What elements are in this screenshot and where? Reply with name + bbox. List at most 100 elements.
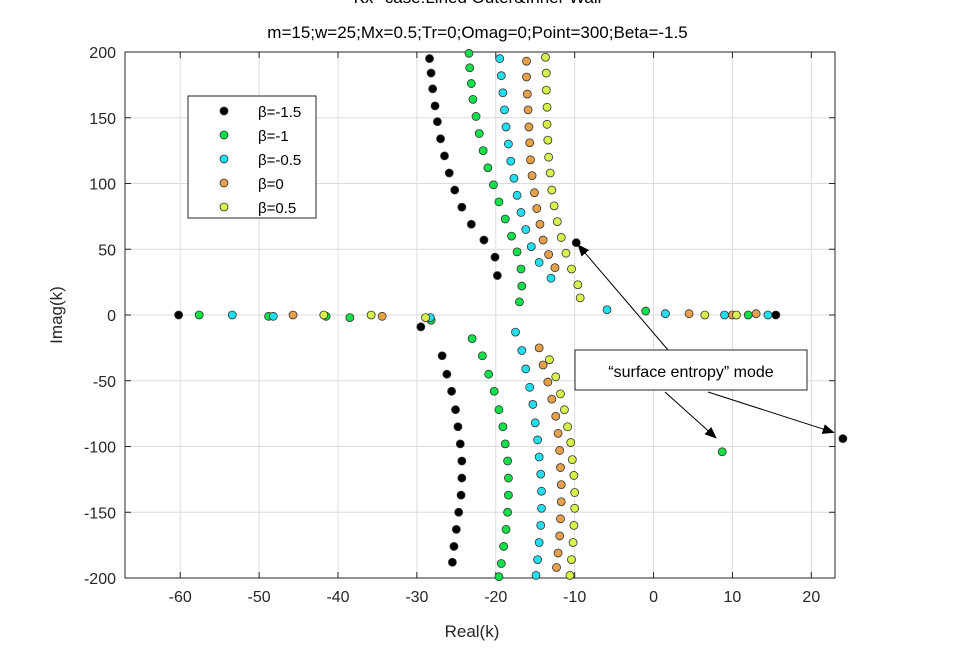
y-tick-label: 0 — [107, 308, 116, 325]
y-tick-label: 200 — [89, 45, 116, 62]
data-point — [556, 480, 566, 490]
data-point — [563, 422, 572, 432]
data-point — [555, 531, 565, 541]
data-point — [345, 313, 355, 323]
data-point — [465, 63, 475, 73]
data-point — [551, 411, 561, 421]
data-point — [442, 369, 452, 379]
data-point — [500, 439, 510, 449]
data-point — [457, 473, 467, 483]
data-point — [743, 310, 753, 320]
data-point — [451, 524, 461, 534]
data-point — [494, 197, 504, 207]
data-point — [521, 225, 531, 234]
data-point — [454, 507, 464, 517]
data-point — [541, 52, 550, 62]
data-point — [319, 310, 329, 320]
data-point — [567, 555, 576, 564]
data-point — [421, 313, 430, 323]
data-point — [489, 386, 499, 396]
data-point — [573, 280, 583, 290]
data-point — [447, 386, 457, 396]
data-point — [437, 351, 447, 361]
data-point — [527, 171, 537, 181]
data-point — [511, 327, 520, 337]
data-point — [569, 521, 579, 530]
data-point — [436, 134, 445, 144]
legend-label: β=-1 — [258, 128, 289, 145]
legend-marker — [219, 130, 229, 140]
data-point — [530, 418, 540, 428]
series-1 — [194, 48, 753, 582]
data-point — [430, 101, 440, 111]
y-tick-label: 50 — [98, 242, 116, 259]
legend-marker — [219, 202, 229, 212]
data-point — [501, 122, 511, 132]
data-point — [501, 524, 511, 534]
data-point — [731, 310, 741, 320]
data-point — [174, 310, 184, 320]
data-point — [428, 84, 438, 94]
data-point — [500, 105, 509, 115]
data-point — [533, 435, 542, 445]
data-point — [496, 559, 506, 568]
data-point — [525, 382, 535, 392]
data-point — [567, 264, 576, 274]
data-point — [550, 263, 560, 273]
data-point — [444, 168, 454, 178]
data-point — [451, 405, 460, 415]
y-tick-label: -100 — [84, 440, 116, 457]
data-point — [522, 56, 531, 66]
data-point — [717, 447, 727, 457]
data-point — [771, 310, 781, 320]
x-tick-label: -10 — [563, 589, 586, 606]
data-point — [522, 72, 531, 82]
y-tick-label: -50 — [93, 374, 116, 391]
annotation-arrow — [707, 391, 835, 434]
x-tick-label: -20 — [484, 589, 507, 606]
data-point — [534, 343, 544, 353]
data-point — [569, 471, 579, 480]
legend-marker — [219, 178, 229, 188]
legend: β=-1.5 β=-1 β=-0.5 β=0 β=0.5 — [187, 95, 317, 219]
data-point — [477, 351, 487, 361]
data-point — [457, 202, 467, 212]
data-point — [426, 68, 436, 78]
data-point — [526, 242, 536, 252]
series-2 — [227, 54, 773, 580]
data-point — [556, 463, 565, 472]
data-point — [751, 309, 761, 319]
data-point — [489, 180, 498, 190]
data-point — [553, 548, 563, 558]
data-point — [506, 156, 516, 166]
legend-label: β=-1.5 — [258, 104, 301, 121]
data-point — [450, 185, 460, 195]
data-point — [517, 346, 527, 355]
data-point — [543, 377, 553, 387]
data-point — [551, 372, 561, 382]
data-point — [483, 163, 493, 173]
data-point — [466, 79, 476, 88]
y-tick-label: 100 — [89, 177, 116, 194]
legend-item: β=0.5 — [219, 200, 296, 217]
data-point — [432, 117, 442, 127]
annotation-frame — [574, 349, 808, 391]
data-point — [700, 310, 710, 320]
data-point — [536, 521, 546, 530]
data-point — [517, 281, 527, 291]
data-point — [602, 305, 612, 315]
data-point — [507, 231, 516, 241]
data-point — [575, 293, 585, 303]
data-point — [440, 151, 449, 161]
data-point — [544, 152, 554, 162]
data-point — [515, 297, 524, 307]
legend-marker — [219, 106, 229, 116]
data-point — [561, 248, 571, 258]
data-point — [492, 271, 502, 280]
y-tick-label: 150 — [89, 111, 116, 128]
series-3 — [288, 56, 761, 572]
data-point — [641, 306, 651, 316]
data-point — [545, 168, 555, 178]
data-point — [556, 389, 565, 399]
legend-item: β=0 — [219, 176, 284, 193]
